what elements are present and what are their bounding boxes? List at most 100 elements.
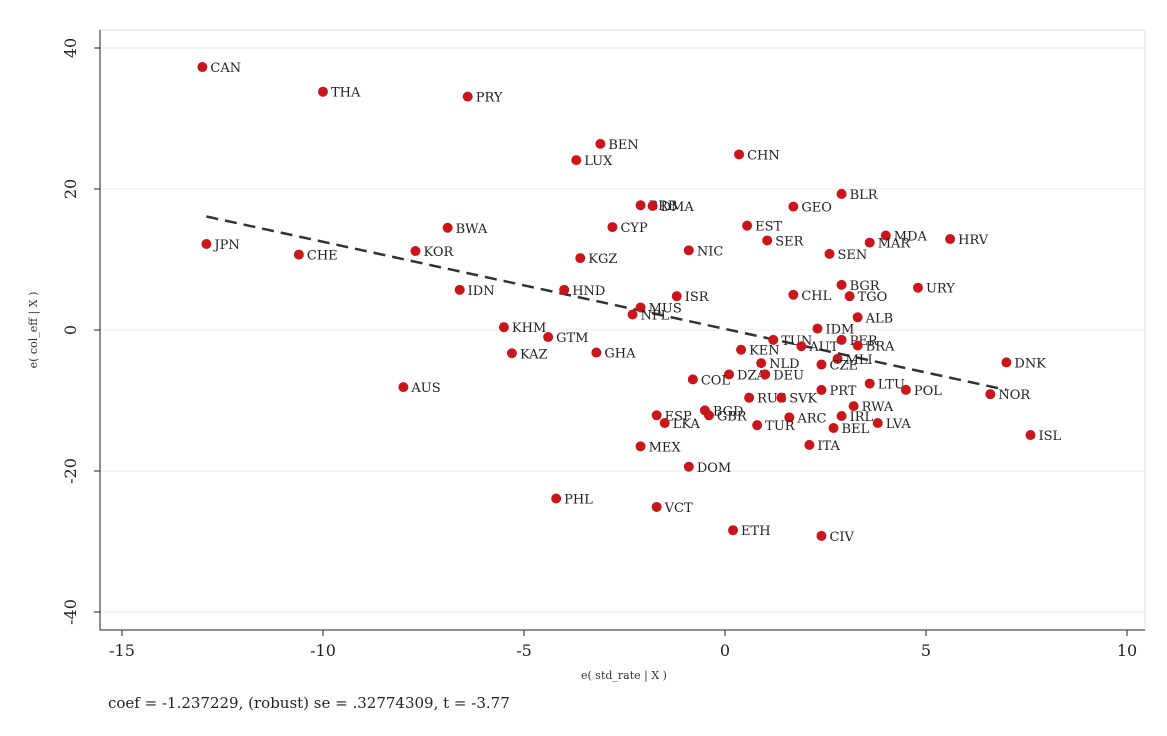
- x-tick-label: -5: [516, 641, 532, 660]
- data-point-geo: [788, 201, 799, 212]
- point-label-blr: BLR: [850, 188, 879, 203]
- point-label-isr: ISR: [685, 290, 710, 305]
- data-point-idm: [812, 323, 823, 334]
- point-label-npl: NPL: [641, 308, 670, 323]
- point-label-idn: IDN: [468, 284, 495, 299]
- point-label-bwa: BWA: [456, 222, 488, 237]
- point-label-alb: ALB: [865, 311, 894, 326]
- data-point-per: [836, 334, 847, 345]
- point-label-can: CAN: [210, 61, 241, 76]
- point-label-isl: ISL: [1039, 429, 1062, 444]
- data-point-alb: [852, 312, 863, 323]
- data-point-lka: [659, 418, 670, 429]
- data-point-brb: [635, 200, 646, 211]
- data-point-che: [293, 249, 304, 260]
- data-point-chl: [788, 289, 799, 300]
- point-label-ser: SER: [775, 234, 804, 249]
- y-axis-ticks: -40 -20 0 20 40: [61, 38, 100, 625]
- point-label-che: CHE: [307, 249, 338, 264]
- data-point-aus: [398, 382, 409, 393]
- point-label-vct: VCT: [664, 501, 693, 516]
- y-tick-label: -40: [61, 599, 80, 625]
- data-point-can: [197, 62, 208, 73]
- point-label-col: COL: [701, 373, 731, 388]
- data-point-lux: [571, 155, 582, 166]
- data-point-pol: [900, 384, 911, 395]
- point-label-ury: URY: [926, 282, 955, 297]
- data-point-hrv: [945, 234, 956, 245]
- point-label-kor: KOR: [423, 245, 454, 260]
- data-point-rus: [744, 392, 755, 403]
- data-point-mli: [832, 353, 843, 364]
- point-label-mda: MDA: [894, 230, 928, 245]
- data-point-eth: [728, 525, 739, 536]
- data-point-gbr: [703, 410, 714, 421]
- point-label-irl: IRL: [850, 410, 874, 425]
- data-point-mda: [880, 230, 891, 241]
- point-label-lux: LUX: [584, 154, 613, 169]
- data-point-gha: [591, 347, 602, 358]
- data-point-est: [742, 220, 753, 231]
- point-label-bgd: BGD: [713, 404, 744, 419]
- point-label-geo: GEO: [801, 201, 832, 216]
- point-label-civ: CIV: [829, 530, 854, 545]
- data-point-arc: [784, 412, 795, 423]
- point-label-bel: BEL: [842, 422, 870, 437]
- data-point-pry: [462, 91, 473, 102]
- data-point-mar: [864, 237, 875, 248]
- data-point-nld: [756, 358, 767, 369]
- data-point-jpn: [201, 238, 212, 249]
- point-label-nic: NIC: [697, 244, 724, 259]
- data-point-vct: [651, 501, 662, 512]
- data-point-col: [687, 374, 698, 385]
- data-point-tha: [318, 86, 328, 97]
- point-label-khm: KHM: [512, 321, 546, 336]
- point-label-tha: THA: [331, 86, 361, 101]
- data-point-bra: [852, 340, 863, 351]
- point-label-aut: AUT: [808, 340, 838, 355]
- y-tick-label: 40: [61, 38, 80, 58]
- point-label-cyp: CYP: [620, 221, 648, 236]
- data-point-isr: [671, 291, 682, 302]
- point-label-jpn: JPN: [212, 238, 239, 253]
- point-label-mex: MEX: [649, 440, 682, 455]
- data-point-kgz: [575, 253, 586, 264]
- data-point-ser: [762, 235, 773, 246]
- x-axis-title: e( std_rate | X ): [581, 669, 667, 683]
- data-point-mus: [635, 302, 646, 313]
- data-point-civ: [816, 530, 827, 541]
- point-label-gtm: GTM: [556, 331, 588, 346]
- point-label-ken: KEN: [749, 344, 780, 359]
- point-label-pry: PRY: [476, 91, 503, 106]
- point-label-ben: BEN: [608, 138, 638, 153]
- data-point-tgo: [844, 291, 855, 302]
- point-label-eth: ETH: [741, 524, 771, 539]
- point-label-pol: POL: [914, 384, 942, 399]
- point-label-deu: DEU: [773, 368, 804, 383]
- data-point-kor: [410, 246, 421, 257]
- data-point-dma: [647, 200, 658, 211]
- point-label-rwa: RWA: [862, 400, 894, 415]
- point-label-dom: DOM: [697, 461, 731, 476]
- point-label-gha: GHA: [604, 347, 636, 362]
- data-point-cze: [816, 359, 827, 370]
- point-label-lka: LKA: [673, 417, 701, 432]
- x-tick-label: 0: [720, 641, 730, 660]
- point-label-sen: SEN: [838, 248, 868, 263]
- point-label-aus: AUS: [410, 381, 440, 396]
- data-point-ita: [804, 439, 815, 450]
- x-tick-label: 5: [921, 641, 931, 660]
- point-label-idm: IDM: [825, 323, 854, 338]
- fit-line-layer: [206, 215, 1007, 392]
- data-point-lva: [872, 418, 883, 429]
- data-point-ben: [595, 138, 606, 149]
- data-point-tur: [752, 420, 763, 431]
- data-point-npl: [627, 309, 638, 320]
- data-point-ken: [736, 344, 747, 355]
- data-point-cyp: [607, 222, 618, 233]
- point-label-kgz: KGZ: [588, 252, 617, 267]
- point-label-lva: LVA: [886, 417, 912, 432]
- y-tick-label: -20: [61, 458, 80, 484]
- data-point-ury: [912, 282, 923, 293]
